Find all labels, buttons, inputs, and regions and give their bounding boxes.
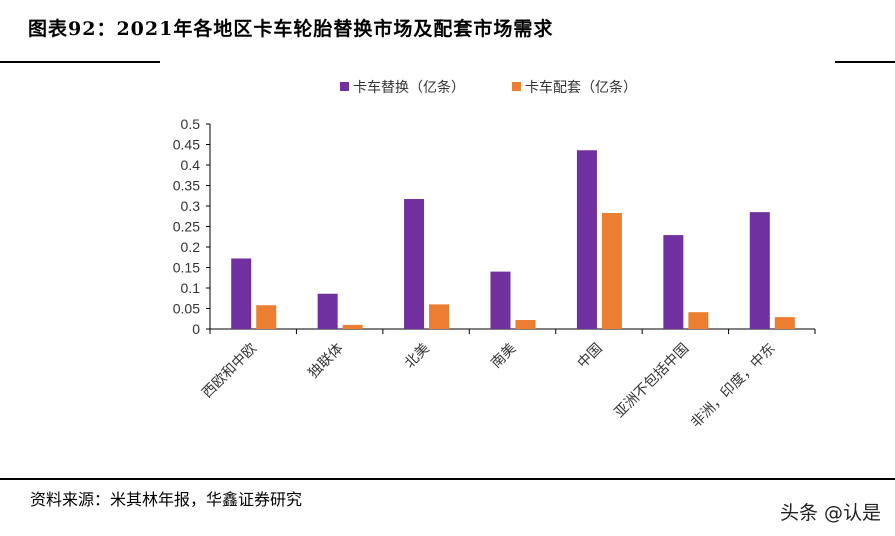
- y-tick-label: 0.45: [173, 137, 200, 153]
- bar-oem: [342, 324, 363, 329]
- bar-oem: [774, 317, 795, 329]
- bar-replacement: [490, 271, 511, 329]
- x-tick-label: 中国: [575, 341, 606, 372]
- y-tick-label: 0: [192, 321, 200, 337]
- y-tick-label: 0.15: [173, 260, 200, 276]
- legend-swatch: [512, 82, 521, 91]
- y-tick-label: 0.2: [181, 239, 201, 255]
- bar-replacement: [317, 293, 338, 329]
- x-tick-label: 北美: [402, 341, 433, 372]
- y-tick-label: 0.3: [181, 198, 201, 214]
- bar-oem: [256, 305, 277, 329]
- legend-label: 卡车替换（亿条）: [353, 79, 465, 96]
- x-tick-label: 独联体: [305, 341, 346, 382]
- bar-replacement: [231, 258, 252, 329]
- bar-replacement: [663, 235, 684, 329]
- title-rule-right: [835, 61, 895, 63]
- figure-title: 图表92：2021年各地区卡车轮胎替换市场及配套市场需求: [28, 18, 554, 40]
- y-tick-label: 0.1: [181, 280, 201, 296]
- x-tick-label: 非洲，印度，中东: [688, 341, 779, 432]
- watermark: 头条 @认是: [779, 502, 881, 524]
- x-tick-label: 南美: [488, 341, 519, 372]
- y-tick-label: 0.25: [173, 219, 200, 235]
- y-tick-label: 0.4: [181, 157, 201, 173]
- source-rule: [0, 478, 895, 480]
- y-tick-label: 0.5: [181, 116, 201, 132]
- bar-oem: [515, 319, 536, 329]
- bar-replacement: [749, 212, 770, 329]
- y-tick-label: 0.05: [173, 301, 200, 317]
- y-tick-label: 0.35: [173, 178, 200, 194]
- bar-oem: [429, 304, 450, 329]
- bar-oem: [601, 212, 622, 329]
- legend-swatch: [340, 82, 349, 91]
- bar-replacement: [404, 199, 425, 329]
- title-rule-left: [0, 61, 160, 63]
- bar-oem: [688, 312, 709, 329]
- legend-label: 卡车配套（亿条）: [525, 79, 637, 96]
- x-tick-label: 西欧和中欧: [199, 341, 260, 402]
- x-tick-label: 亚洲不包括中国: [612, 341, 693, 422]
- source-note: 资料来源：米其林年报，华鑫证券研究: [30, 490, 303, 509]
- bar-replacement: [576, 150, 597, 329]
